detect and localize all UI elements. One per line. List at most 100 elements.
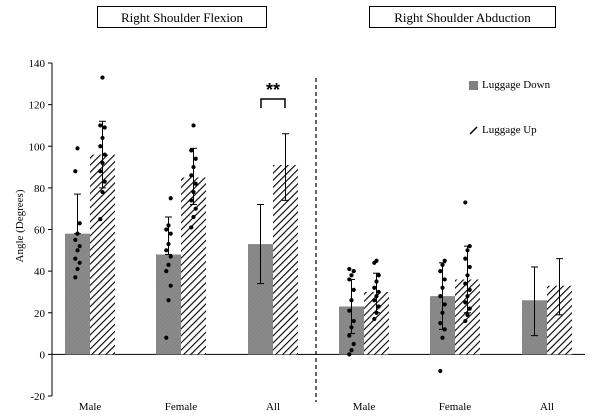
legend-swatch-down	[469, 80, 478, 90]
bar-luggage-down	[65, 233, 90, 355]
legend-swatch-up	[469, 125, 478, 135]
y-tick-label: 60	[34, 225, 46, 237]
bars-group	[65, 154, 572, 355]
y-tick-label: 0	[40, 349, 46, 361]
axes-group	[48, 62, 585, 402]
y-axis-label: Angle (Degrees)	[14, 189, 26, 263]
y-tick-label: 100	[29, 141, 46, 153]
data-point	[100, 189, 105, 195]
data-point	[164, 269, 169, 274]
data-point	[98, 216, 103, 222]
data-point	[168, 196, 173, 201]
data-point	[351, 318, 356, 324]
data-point	[442, 327, 447, 332]
data-point	[376, 304, 381, 309]
data-point	[191, 123, 196, 128]
data-point	[351, 287, 356, 292]
data-point	[77, 244, 82, 249]
data-point	[463, 281, 468, 286]
data-point	[189, 173, 194, 178]
data-point	[189, 225, 194, 230]
data-point	[98, 169, 103, 174]
data-point	[467, 244, 472, 249]
data-point	[463, 300, 468, 305]
x-tick-label: All	[540, 401, 554, 413]
data-point	[372, 298, 377, 303]
data-point	[465, 273, 470, 278]
data-point	[100, 75, 105, 80]
data-point	[442, 277, 447, 282]
data-point	[164, 227, 169, 232]
data-point	[166, 223, 171, 228]
data-point	[102, 125, 107, 130]
data-point	[372, 316, 377, 322]
data-point	[351, 341, 356, 347]
data-point	[351, 269, 356, 274]
data-point	[465, 312, 470, 317]
data-point	[166, 262, 171, 267]
data-point	[191, 189, 196, 195]
data-point	[349, 325, 354, 330]
data-point	[467, 264, 472, 270]
data-point	[100, 135, 105, 141]
data-point	[372, 285, 377, 290]
data-point	[168, 254, 173, 259]
data-point	[193, 156, 198, 161]
data-point	[168, 283, 173, 288]
data-point	[374, 310, 379, 315]
data-point	[73, 275, 78, 280]
y-tick-label: 80	[34, 183, 46, 195]
panel-title-flexion: Right Shoulder Flexion	[97, 6, 267, 28]
data-point	[465, 248, 470, 253]
data-point	[349, 273, 354, 278]
data-point	[75, 266, 80, 272]
data-point	[438, 368, 443, 374]
y-tick-label: 120	[29, 100, 46, 112]
data-point	[442, 258, 447, 263]
y-tick-label: -20	[30, 391, 45, 403]
data-point	[438, 269, 443, 274]
data-point	[75, 231, 80, 236]
y-tick-label: 140	[29, 58, 46, 70]
data-point	[164, 248, 169, 253]
data-point	[191, 214, 196, 220]
data-point	[376, 273, 381, 278]
bar-luggage-up	[181, 177, 206, 355]
data-point	[347, 277, 352, 282]
data-point	[166, 298, 171, 303]
data-point	[374, 258, 379, 263]
data-point	[193, 181, 198, 186]
bar-luggage-down	[156, 254, 181, 355]
x-tick-label: Male	[353, 401, 376, 413]
data-point	[374, 279, 379, 284]
data-point	[442, 302, 447, 307]
data-point	[77, 260, 82, 265]
significance-bracket	[260, 98, 286, 108]
data-point	[440, 285, 445, 290]
error-bars-group	[74, 120, 563, 337]
data-point	[374, 294, 379, 299]
y-tick-label: 40	[34, 266, 46, 278]
data-point	[463, 200, 468, 205]
data-point	[465, 294, 470, 299]
data-point	[376, 289, 381, 295]
tick-labels-group: -20 0 20 40 60 80 100 120 140 Male Female All ** Male…	[29, 58, 555, 413]
data-point	[166, 241, 171, 247]
data-point	[349, 298, 354, 303]
data-point	[438, 294, 443, 299]
data-point	[189, 148, 194, 153]
panel-title-abduction: Right Shoulder Abduction	[369, 6, 556, 28]
data-point	[77, 221, 82, 226]
data-point	[102, 179, 107, 184]
data-point	[98, 144, 103, 149]
data-point	[467, 287, 472, 292]
legend-label-down: Luggage Down	[482, 79, 551, 91]
data-point	[347, 352, 352, 357]
data-point	[100, 160, 105, 165]
legend-label-up: Luggage Up	[482, 124, 537, 136]
data-point	[73, 169, 78, 174]
x-tick-label: Female	[439, 401, 471, 413]
data-point	[75, 146, 80, 151]
data-point	[189, 198, 194, 203]
data-point	[440, 310, 445, 315]
